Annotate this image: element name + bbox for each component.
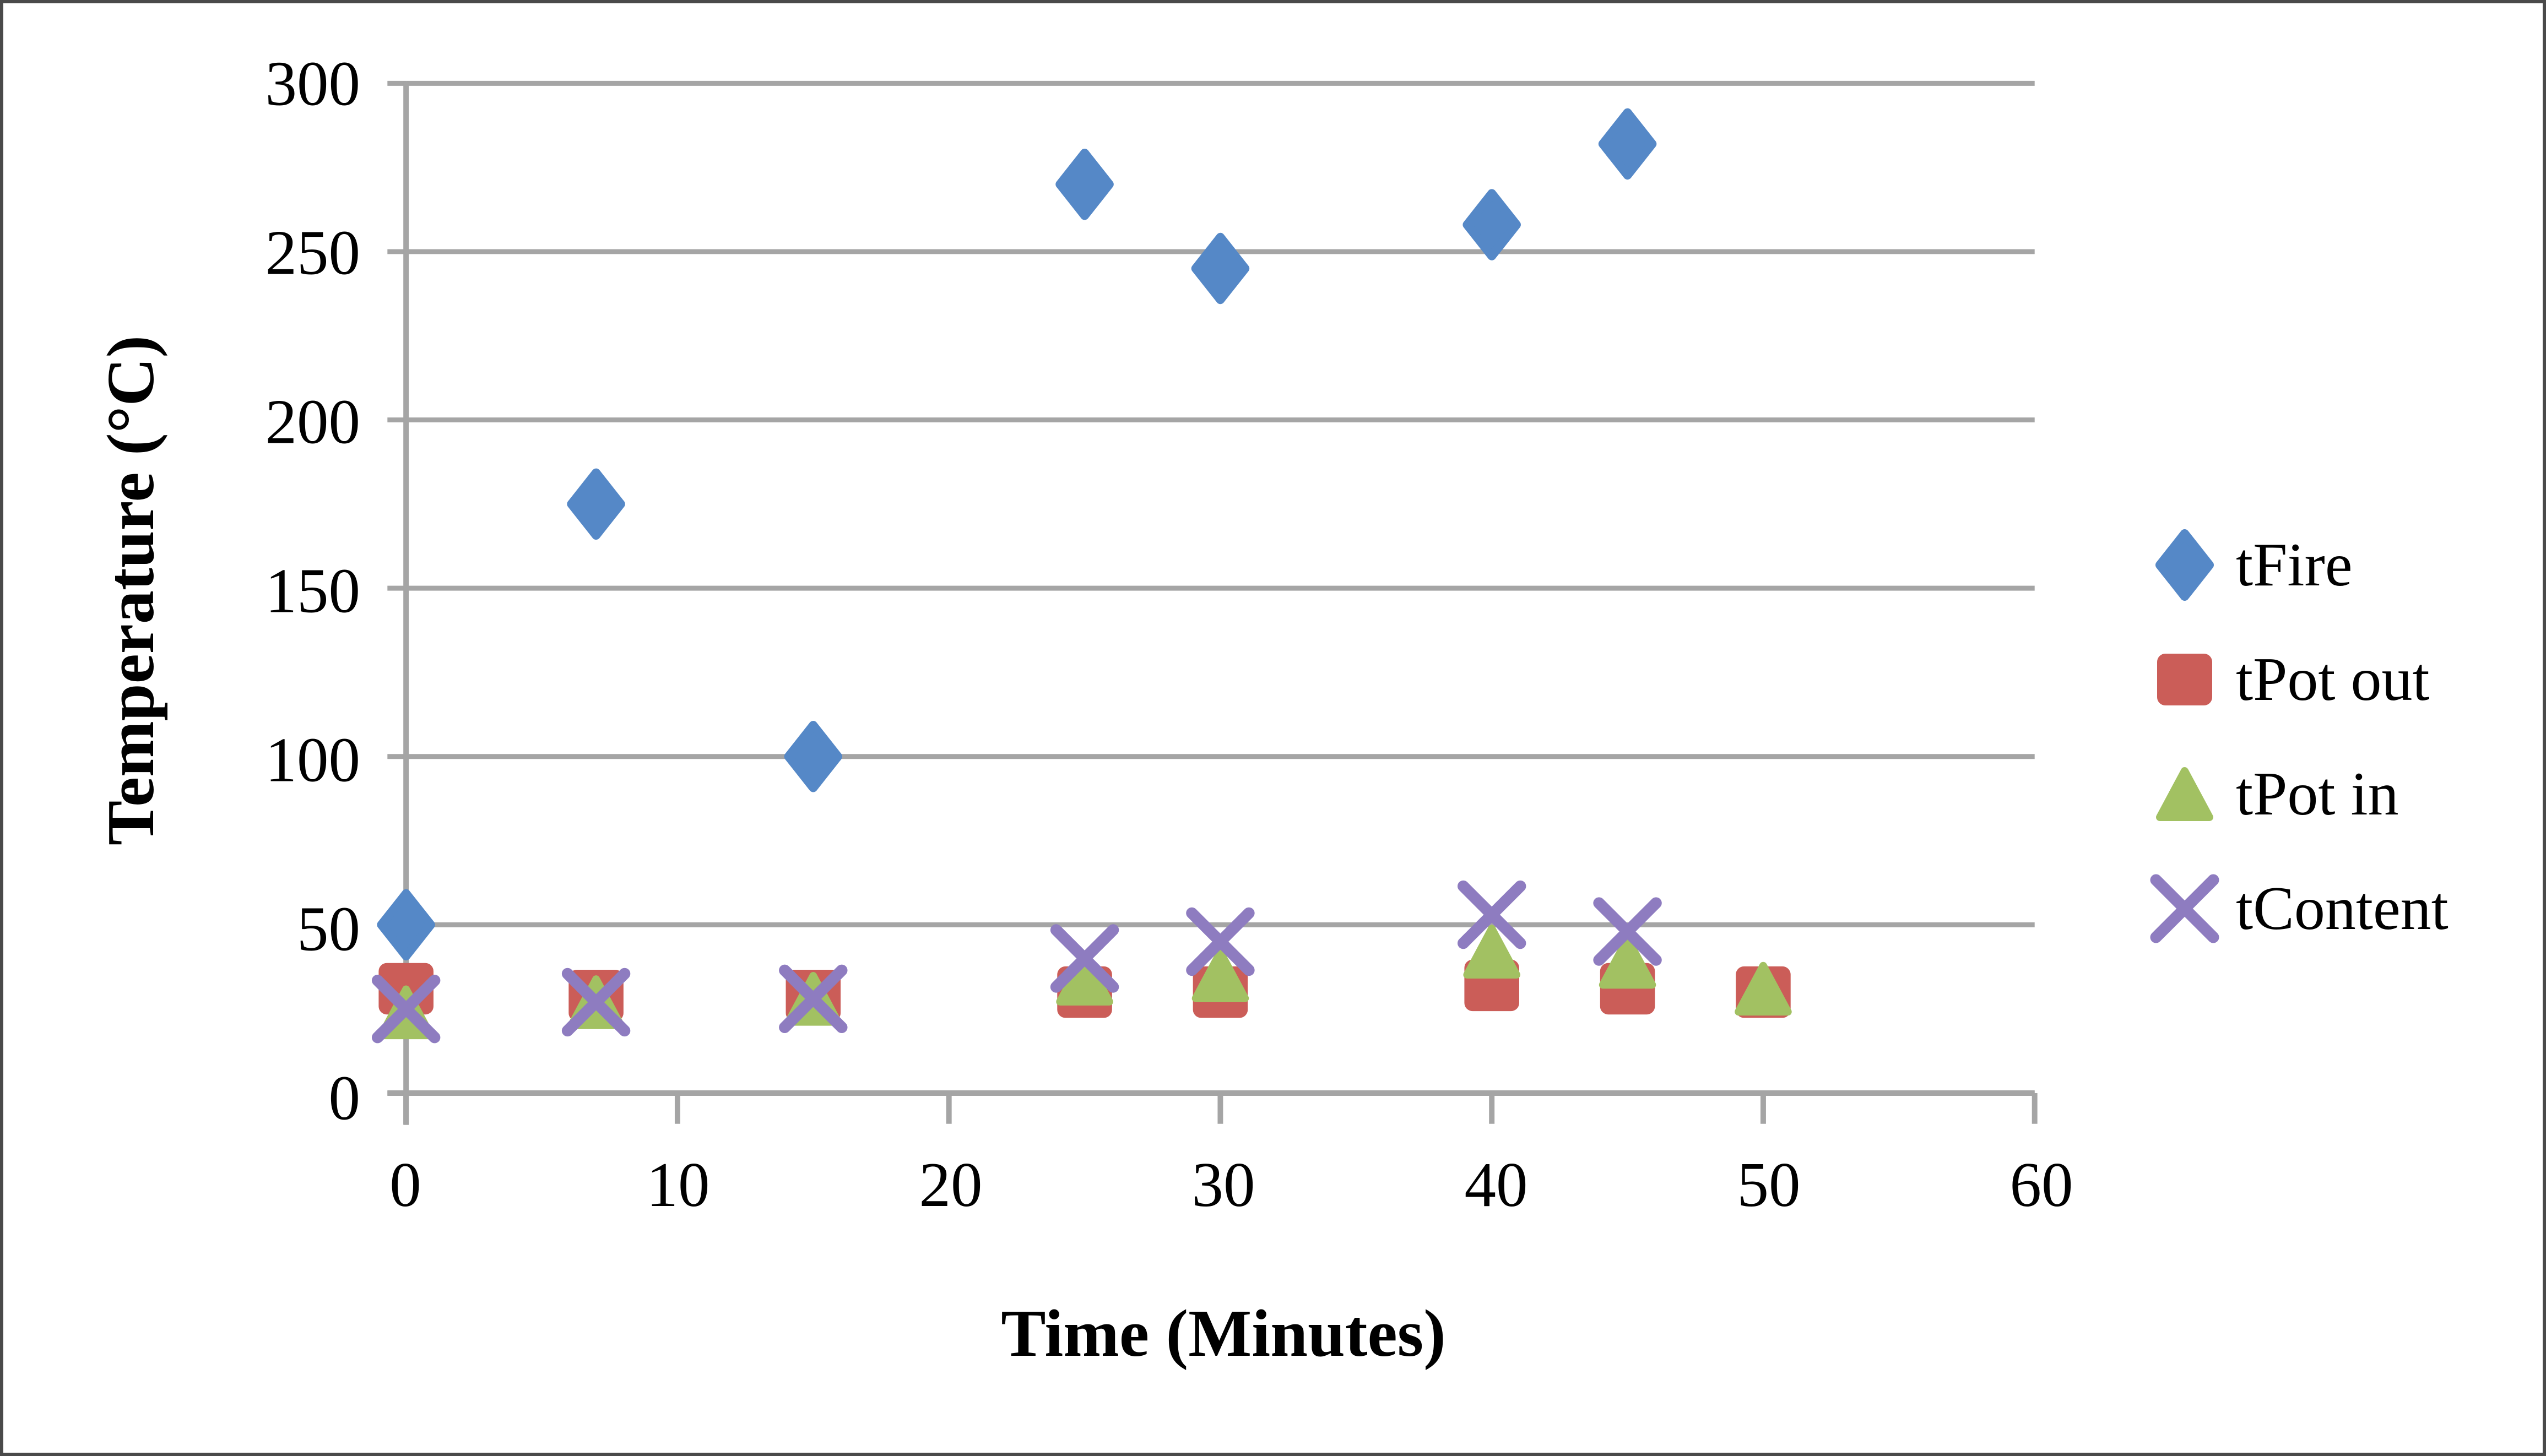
marker-tfire [1191,232,1250,305]
marker-tcontent [1457,880,1526,949]
marker-tfire [377,889,435,961]
y-tick-label: 300 [265,48,361,119]
marker-tfire [1462,189,1521,260]
marker-tpot-in [1463,925,1520,979]
diamond-marker-icon [2155,529,2214,601]
marker-tcontent [561,968,631,1037]
square-marker-icon [2157,654,2212,705]
marker-tfire [567,468,625,540]
x-tick-label: 0 [389,1150,421,1220]
x-tick-label: 50 [1737,1150,1801,1220]
marker-tcontent [1186,907,1255,976]
marker-tcontent [1593,897,1662,966]
marker-tpot-in [1191,948,1249,1002]
marker-tfire [1598,108,1657,180]
legend: tFire tPot out tPot in tContent [2143,508,2449,966]
y-tick-label: 100 [265,725,361,795]
legend-label: tContent [2236,874,2449,943]
legend-label: tPot out [2236,645,2430,714]
legend-item-tfire: tFire [2143,508,2449,622]
triangle-marker-icon [2156,767,2213,821]
legend-label: tPot in [2236,760,2399,828]
marker-tcontent [371,974,441,1044]
marker-tpot-in [1735,961,1792,1016]
y-tick-label: 50 [297,894,360,964]
x-marker-icon [2150,874,2219,943]
x-tick-label: 30 [1191,1150,1255,1220]
marker-tcontent [779,964,848,1034]
legend-item-tpot-in: tPot in [2143,737,2449,851]
legend-item-tcontent: tContent [2143,851,2449,966]
legend-label: tFire [2236,531,2353,599]
y-tick-label: 150 [265,556,361,626]
x-tick-label: 60 [2009,1150,2073,1220]
marker-tpot-in [1599,935,1656,989]
x-tick-label: 40 [1464,1150,1528,1220]
marker-tfire [1055,148,1114,220]
legend-item-tpot-out: tPot out [2143,622,2449,737]
marker-tfire [784,721,843,792]
y-tick-label: 250 [265,218,361,288]
y-tick-label: 0 [328,1063,361,1133]
y-axis-title: Temperature (°C) [94,335,168,846]
y-tick-label: 200 [265,387,361,457]
plot-area [371,80,2038,1125]
marker-tcontent [1050,924,1119,993]
x-axis-title: Time (Minutes) [1001,1296,1446,1371]
x-tick-label: 10 [646,1150,710,1220]
x-tick-label: 20 [919,1150,983,1220]
